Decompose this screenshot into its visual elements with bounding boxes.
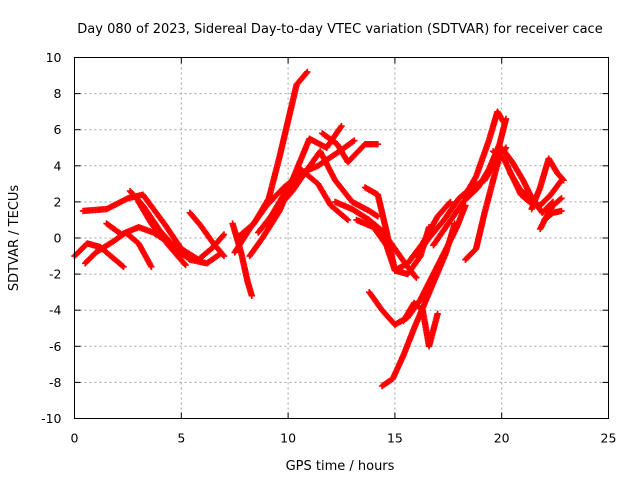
axis-ticks: 0 5 10 15 20 25 -10 -8 -6 -4 -2 0 2 4 6 8 10 <box>41 50 616 446</box>
x-axis-label: GPS time / hours <box>286 459 395 474</box>
series-sat-j <box>246 122 345 260</box>
data-point <box>434 310 441 318</box>
data-point <box>412 273 419 280</box>
data-point <box>120 263 127 271</box>
data-point <box>413 274 420 281</box>
y-tick-label: -10 <box>41 411 61 426</box>
data-point <box>558 207 565 215</box>
data-point <box>344 216 352 224</box>
data-point <box>181 260 188 268</box>
chart-title: Day 080 of 2023, Sidereal Day-to-day VTE… <box>77 22 602 37</box>
series-sat-s <box>378 220 458 390</box>
series-sat-g <box>186 209 228 260</box>
series-sat-x <box>462 144 537 263</box>
data-point <box>425 223 433 231</box>
series-sat-n <box>319 130 382 166</box>
y-tick-label: 8 <box>54 86 62 101</box>
y-tick-label: -6 <box>49 339 62 354</box>
x-tick-label: 15 <box>387 431 403 446</box>
x-tick-label: 5 <box>177 431 185 446</box>
y-axis-label: SDTVAR / TECUs <box>7 185 22 292</box>
data-point <box>451 220 458 227</box>
series-sat-w <box>460 108 508 202</box>
data-point <box>303 69 310 77</box>
series-sat-ab <box>528 155 567 213</box>
series-sat-k <box>231 137 358 256</box>
data-point <box>343 215 350 223</box>
data-point <box>560 177 567 184</box>
data-point <box>338 122 345 130</box>
series-sat-f <box>135 198 189 269</box>
data-point <box>219 232 227 239</box>
data-point <box>447 198 454 206</box>
data-point <box>374 140 382 148</box>
data-point <box>248 292 255 299</box>
data-point <box>219 251 227 259</box>
y-tick-label: -4 <box>49 303 62 318</box>
y-tick-label: 6 <box>54 122 62 137</box>
data-point <box>304 68 311 76</box>
x-tick-label: 0 <box>71 431 79 446</box>
data-point <box>446 199 453 207</box>
x-tick-label: 10 <box>280 431 296 446</box>
data-point <box>557 196 564 203</box>
y-tick-label: -2 <box>49 267 61 282</box>
series-sat-v <box>430 115 510 249</box>
grid <box>74 57 609 419</box>
y-tick-label: 0 <box>54 231 62 246</box>
series-sat-ac <box>541 207 565 224</box>
data-point <box>500 119 508 126</box>
data-point <box>220 252 228 260</box>
series-sat-z <box>507 169 557 216</box>
data-point <box>559 176 566 183</box>
data-point <box>220 231 228 238</box>
x-tick-label: 20 <box>494 431 510 446</box>
y-tick-label: 2 <box>54 194 62 209</box>
data-point <box>119 262 126 270</box>
y-tick-label: 10 <box>46 50 62 65</box>
data-point <box>351 137 358 144</box>
series-sat-t <box>400 299 441 350</box>
data-marks <box>71 68 567 390</box>
y-tick-label: 4 <box>54 158 62 173</box>
data-point <box>349 138 357 145</box>
series-sat-b <box>71 240 127 271</box>
data-point <box>337 124 344 131</box>
series-sat-o <box>331 198 420 281</box>
series-sat-m <box>263 166 352 227</box>
data-point <box>558 195 565 202</box>
data-point <box>182 261 189 269</box>
x-tick-label: 25 <box>601 431 617 446</box>
data-point <box>148 263 155 271</box>
data-point <box>195 256 202 263</box>
y-tick-label: -8 <box>49 375 62 390</box>
